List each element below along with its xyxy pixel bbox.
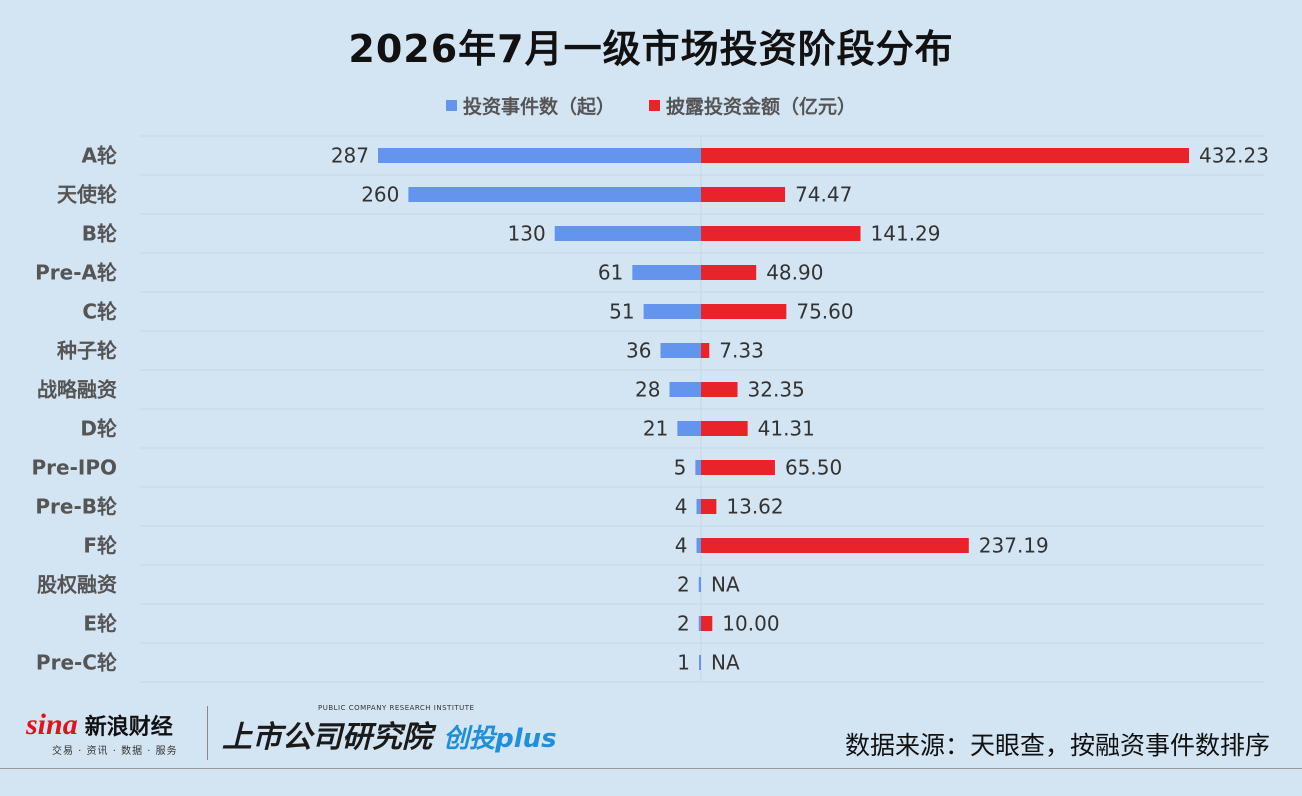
chart-title: 2026年7月一级市场投资阶段分布 (348, 27, 954, 71)
value-label-amount: 41.31 (758, 417, 815, 441)
bar-amount (701, 148, 1189, 163)
data-source: 数据来源：天眼查，按融资事件数排序 (844, 731, 1270, 760)
value-label-count: 4 (675, 495, 688, 519)
value-label-amount: NA (711, 573, 740, 597)
research-name: 上市公司研究院 (222, 720, 432, 755)
category-label: D轮 (80, 417, 117, 441)
value-label-count: 5 (674, 456, 687, 480)
value-label-count: 28 (635, 378, 660, 402)
bar-amount (701, 616, 713, 631)
value-label-amount: 74.47 (795, 183, 852, 207)
legend-swatch-count (445, 100, 457, 111)
butterfly-bar-chart: A轮 287 432.23 天使轮 260 74.47 B轮 130 141.29 Pre-A轮 6… (32, 135, 1269, 683)
legend-item-amount: 披露投资金额（亿元） (649, 92, 856, 119)
category-label: 战略融资 (37, 378, 117, 402)
bar-count (660, 343, 701, 358)
value-label-count: 36 (626, 339, 651, 363)
value-label-amount: 7.33 (719, 339, 764, 363)
legend: 投资事件数（起） 披露投资金额（亿元） (0, 92, 1302, 119)
value-label-count: 61 (598, 261, 623, 285)
sina-logo: sina 新浪财经 交易 · 资讯 · 数据 · 服务 (26, 708, 178, 757)
research-english: PUBLIC COMPANY RESEARCH INSTITUTE (318, 704, 475, 712)
value-label-count: 130 (508, 222, 546, 246)
value-label-amount: 65.50 (785, 456, 842, 480)
bar-count (696, 499, 701, 514)
value-label-amount: 75.60 (796, 300, 853, 324)
bar-amount (701, 421, 748, 436)
category-label: 股权融资 (37, 573, 117, 597)
footer-logos: sina 新浪财经 交易 · 资讯 · 数据 · 服务 PUBLIC COMPA… (26, 704, 626, 764)
bar-count (695, 460, 701, 475)
value-label-amount: 141.29 (871, 222, 941, 246)
legend-swatch-amount (649, 100, 660, 111)
logo-divider (207, 706, 208, 760)
category-label: B轮 (82, 222, 117, 246)
value-label-amount: 13.62 (726, 495, 783, 519)
value-label-count: 287 (331, 144, 369, 168)
legend-item-count: 投资事件数（起） (445, 92, 615, 119)
bar-amount (701, 343, 710, 358)
bar-amount (701, 460, 775, 475)
research-logo: PUBLIC COMPANY RESEARCH INSTITUTE 上市公司研究… (222, 704, 557, 756)
value-label-amount: 48.90 (766, 261, 823, 285)
sina-brand: 新浪财经 (84, 715, 173, 740)
category-label: C轮 (82, 300, 117, 324)
legend-label-count: 投资事件数（起） (462, 96, 615, 118)
category-label: 种子轮 (56, 339, 117, 363)
value-label-amount: 10.00 (722, 612, 779, 636)
category-label: A轮 (82, 144, 117, 168)
research-plus: 创投plus (443, 724, 557, 754)
category-label: Pre-A轮 (35, 261, 117, 285)
bar-count (669, 382, 701, 397)
value-label-amount: NA (711, 651, 740, 675)
bar-amount (701, 499, 717, 514)
bottom-rule (0, 768, 1302, 769)
value-label-amount: 237.19 (979, 534, 1049, 558)
bar-count (698, 577, 701, 592)
value-label-count: 1 (677, 651, 690, 675)
value-label-count: 4 (675, 534, 688, 558)
category-label: Pre-C轮 (36, 651, 117, 675)
category-label: 天使轮 (57, 183, 117, 207)
bar-count (554, 226, 701, 241)
bar-count (378, 148, 701, 163)
bar-count (677, 421, 701, 436)
value-label-amount: 432.23 (1199, 144, 1269, 168)
value-label-count: 2 (677, 612, 690, 636)
sina-mark: sina (26, 708, 78, 741)
category-label: E轮 (83, 612, 117, 636)
bar-amount (701, 226, 861, 241)
value-label-amount: 32.35 (748, 378, 805, 402)
bar-amount (701, 538, 969, 553)
value-label-count: 260 (361, 183, 399, 207)
bar-count (696, 538, 701, 553)
bar-count (643, 304, 701, 319)
category-label: F轮 (83, 534, 117, 558)
value-label-count: 51 (609, 300, 634, 324)
bar-amount (701, 382, 738, 397)
bar-count (632, 265, 701, 280)
bar-count (698, 616, 701, 631)
bar-amount (701, 304, 787, 319)
sina-subtitle: 交易 · 资讯 · 数据 · 服务 (52, 746, 178, 757)
bar-amount (701, 187, 786, 202)
bar-count (408, 187, 701, 202)
bar-amount (701, 265, 757, 280)
value-label-count: 2 (677, 573, 690, 597)
value-label-count: 21 (643, 417, 668, 441)
category-label: Pre-B轮 (35, 495, 117, 519)
category-label: Pre-IPO (32, 456, 118, 480)
legend-label-amount: 披露投资金额（亿元） (666, 96, 857, 118)
bar-count (699, 655, 701, 670)
